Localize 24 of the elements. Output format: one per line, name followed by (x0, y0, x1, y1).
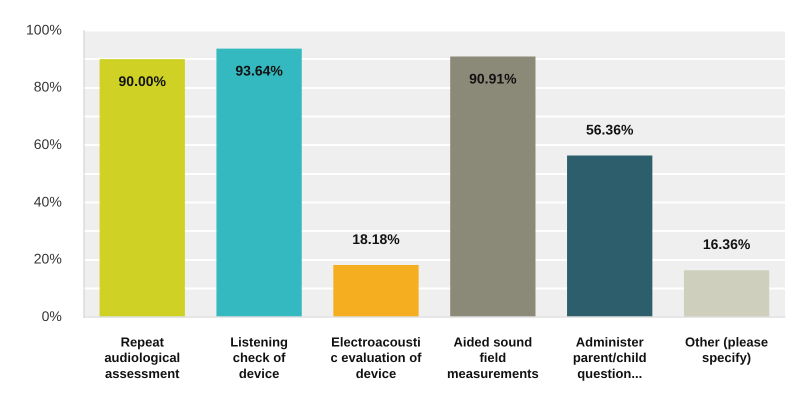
bar (450, 56, 536, 316)
bar (100, 59, 185, 316)
data-label: 18.18% (352, 230, 400, 247)
x-tick-label: Repeat audiological assessment (104, 334, 180, 381)
y-tick-label: 40% (34, 193, 62, 210)
y-tick-label: 60% (34, 136, 62, 152)
bar (216, 48, 302, 316)
y-tick-label: 80% (34, 78, 62, 95)
bar (333, 265, 419, 316)
x-tick-label: Electroacoustic evaluation of device (330, 334, 422, 381)
data-label: 93.64% (235, 62, 284, 78)
x-tick-label: Listening check of device (230, 334, 288, 381)
x-tick-label: Aided sound field measurements (446, 334, 539, 381)
x-tick-label: Other (please specify) (685, 334, 768, 366)
data-label: 56.36% (586, 121, 634, 138)
bar (684, 270, 770, 316)
y-tick-label: 100% (26, 21, 62, 38)
bar (567, 156, 652, 316)
x-tick-label: Administer parent/child question... (572, 334, 647, 381)
y-tick-label: 20% (34, 250, 62, 267)
y-tick-label: 0% (42, 308, 62, 324)
data-label: 90.00% (118, 72, 167, 89)
data-label: 16.36% (702, 236, 751, 252)
data-label: 90.91% (469, 70, 518, 86)
